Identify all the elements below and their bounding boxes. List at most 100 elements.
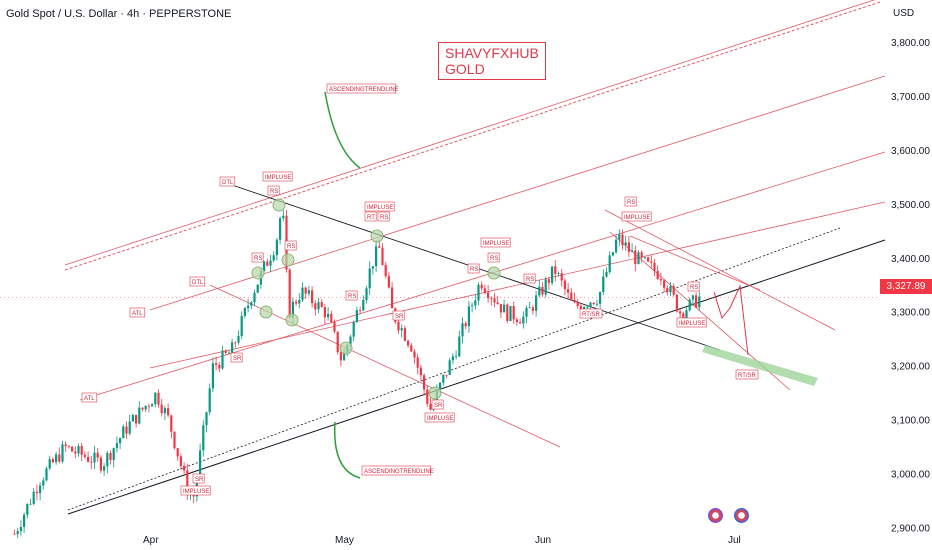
candle-body bbox=[531, 307, 534, 311]
annotation-label-dtl1: DTL bbox=[222, 180, 234, 186]
candle-body bbox=[48, 459, 51, 469]
candle-body bbox=[384, 264, 387, 277]
annotation-box bbox=[345, 290, 358, 301]
candle-body bbox=[61, 444, 64, 462]
candle-body bbox=[640, 252, 643, 258]
candle-body bbox=[109, 452, 112, 461]
candle-body bbox=[131, 414, 134, 422]
candle-body bbox=[144, 405, 147, 410]
candle-body bbox=[387, 276, 390, 288]
candle-body bbox=[77, 446, 80, 454]
y-tick-label: 3,600.00 bbox=[891, 146, 930, 157]
y-tick-label: 3,100.00 bbox=[891, 416, 930, 427]
candle-body bbox=[567, 289, 570, 293]
candle-body bbox=[51, 459, 54, 463]
event-flag-icon[interactable] bbox=[708, 508, 723, 523]
annotation-label-rs9: RS bbox=[627, 200, 635, 206]
candle-body bbox=[67, 446, 70, 448]
annotation-label-impulse1: IMPLUSE bbox=[265, 175, 291, 181]
candle-body bbox=[330, 313, 333, 323]
y-tick-label: 3,500.00 bbox=[891, 200, 930, 211]
annotation-label-ascending-bottom: ASCENDINGTRENDLINE bbox=[364, 469, 434, 475]
candle-body bbox=[71, 446, 74, 452]
candle-body bbox=[371, 266, 374, 269]
candle-body bbox=[320, 302, 323, 307]
candle-body bbox=[611, 252, 614, 256]
candle-body bbox=[551, 266, 554, 283]
candle-body bbox=[19, 526, 22, 532]
candle-body bbox=[80, 446, 83, 455]
event-flag-icon[interactable] bbox=[734, 508, 749, 523]
candle-body bbox=[579, 306, 582, 310]
candle-body bbox=[221, 350, 224, 369]
candle-body bbox=[147, 405, 150, 407]
candle-body bbox=[87, 456, 90, 462]
annotation-box bbox=[189, 276, 206, 287]
candle-body bbox=[317, 302, 320, 310]
candle-body bbox=[378, 246, 381, 248]
candle-body bbox=[122, 426, 125, 439]
candle-body bbox=[336, 331, 339, 353]
candle-body bbox=[74, 451, 77, 454]
currency-label[interactable]: USD bbox=[893, 8, 915, 19]
candle-body bbox=[509, 306, 512, 321]
candle-body bbox=[480, 284, 483, 289]
candle-body bbox=[403, 328, 406, 341]
candle-body bbox=[605, 272, 608, 277]
candle-body bbox=[541, 286, 544, 295]
candle-body bbox=[365, 288, 368, 301]
y-tick-label: 2,900.00 bbox=[891, 523, 930, 534]
swing-circle bbox=[285, 313, 299, 327]
candle-body bbox=[23, 514, 26, 527]
candle-body bbox=[464, 323, 467, 327]
candle-body bbox=[35, 491, 38, 494]
candle-body bbox=[560, 273, 563, 281]
candle-body bbox=[115, 443, 118, 449]
candle-body bbox=[413, 351, 416, 358]
candle-body bbox=[608, 255, 611, 273]
demand-zone[interactable] bbox=[702, 345, 818, 386]
green-arc-top bbox=[324, 91, 361, 169]
annotation-box bbox=[676, 317, 707, 328]
candle-body bbox=[362, 300, 365, 311]
candle-body bbox=[538, 286, 541, 296]
candle-body bbox=[490, 298, 493, 299]
time-axis[interactable]: Apr May Jun Jul bbox=[143, 535, 741, 546]
candle-body bbox=[586, 306, 589, 308]
candle-body bbox=[535, 295, 538, 311]
price-axis[interactable]: 2,900.00 3,000.00 3,100.00 3,200.00 3,300.00… bbox=[891, 38, 930, 534]
candle-body bbox=[375, 246, 378, 267]
swing-circle bbox=[272, 198, 286, 212]
annotation-label-atl2: ATL bbox=[84, 396, 95, 402]
annotation-box bbox=[624, 196, 637, 207]
annotation-label-rtsr2: RT/SR bbox=[738, 373, 757, 379]
candle-body bbox=[112, 448, 115, 461]
candle-body bbox=[314, 303, 317, 310]
brand-line-2: GOLD bbox=[445, 61, 485, 77]
candle-body bbox=[13, 533, 16, 535]
candle-body bbox=[368, 268, 371, 289]
candle-body bbox=[167, 408, 170, 416]
candle-body bbox=[32, 491, 35, 504]
channel-line-2 bbox=[149, 75, 886, 311]
y-tick-label: 3,200.00 bbox=[891, 362, 930, 373]
candle-body bbox=[499, 304, 502, 313]
candle-body bbox=[659, 278, 662, 281]
candle-body bbox=[157, 392, 160, 405]
candle-body bbox=[183, 466, 186, 471]
annotation-label-sr3: SR bbox=[195, 477, 204, 483]
candles bbox=[0, 208, 880, 538]
annotation-label-rs4: RS bbox=[380, 215, 388, 221]
candle-body bbox=[96, 452, 99, 458]
candle-body bbox=[237, 335, 240, 343]
annotation-box bbox=[467, 263, 480, 274]
annotation-label-atl1: ATL bbox=[132, 311, 143, 317]
candle-body bbox=[400, 328, 403, 331]
candle-body bbox=[666, 287, 669, 293]
candle-body bbox=[528, 307, 531, 309]
candle-body bbox=[407, 340, 410, 346]
candle-body bbox=[576, 302, 579, 307]
annotation-box bbox=[523, 273, 536, 284]
annotation-label-rs1: RS bbox=[270, 189, 278, 195]
